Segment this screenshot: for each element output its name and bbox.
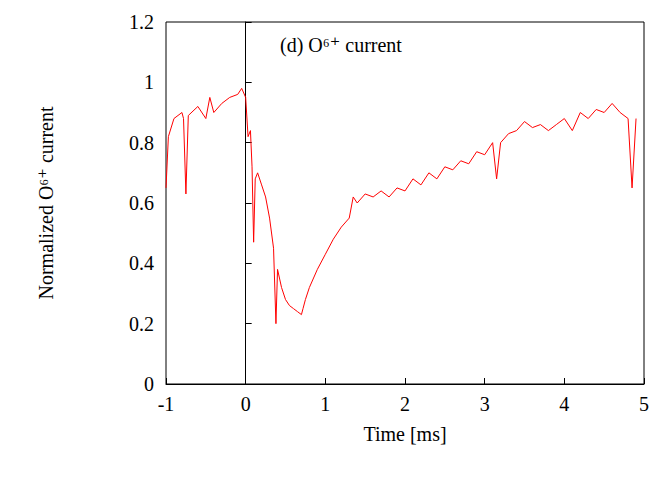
svg-text:2: 2 bbox=[400, 393, 410, 415]
svg-text:0: 0 bbox=[241, 393, 251, 415]
svg-text:3: 3 bbox=[480, 393, 490, 415]
svg-text:0.2: 0.2 bbox=[129, 313, 154, 335]
svg-text:0.4: 0.4 bbox=[129, 252, 154, 274]
svg-text:0.8: 0.8 bbox=[129, 132, 154, 154]
svg-text:Normalized O⁶⁺ current: Normalized O⁶⁺ current bbox=[35, 106, 57, 299]
svg-text:1: 1 bbox=[320, 393, 330, 415]
svg-text:(d) O⁶⁺ current: (d) O⁶⁺ current bbox=[280, 34, 402, 57]
svg-text:-1: -1 bbox=[158, 393, 175, 415]
svg-text:0: 0 bbox=[144, 373, 154, 395]
svg-text:1: 1 bbox=[144, 71, 154, 93]
svg-text:Time [ms]: Time [ms] bbox=[363, 423, 446, 445]
svg-text:0.6: 0.6 bbox=[129, 192, 154, 214]
svg-text:5: 5 bbox=[639, 393, 649, 415]
svg-text:4: 4 bbox=[559, 393, 569, 415]
svg-text:1.2: 1.2 bbox=[129, 11, 154, 33]
